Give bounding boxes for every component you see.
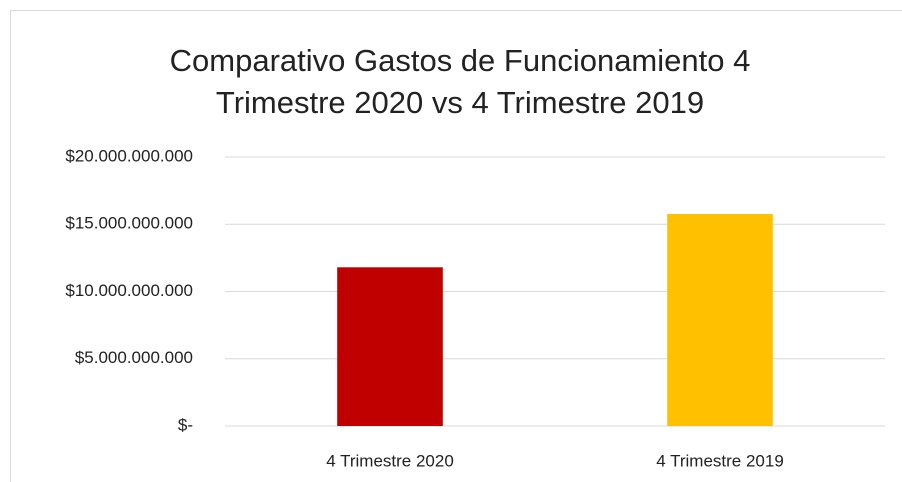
x-tick-label: 4 Trimestre 2020 [326,451,454,470]
chart-frame [10,10,902,482]
bar [337,267,443,426]
bar [667,214,773,426]
y-tick-label: $15.000.000.000 [65,214,193,233]
y-tick-label: $10.000.000.000 [65,281,193,300]
y-tick-label: $- [178,415,193,434]
x-tick-label: 4 Trimestre 2019 [656,451,784,470]
y-tick-label: $20.000.000.000 [65,146,193,165]
y-tick-label: $5.000.000.000 [75,348,193,367]
chart-title: Comparativo Gastos de Funcionamiento 4 T… [169,43,751,120]
